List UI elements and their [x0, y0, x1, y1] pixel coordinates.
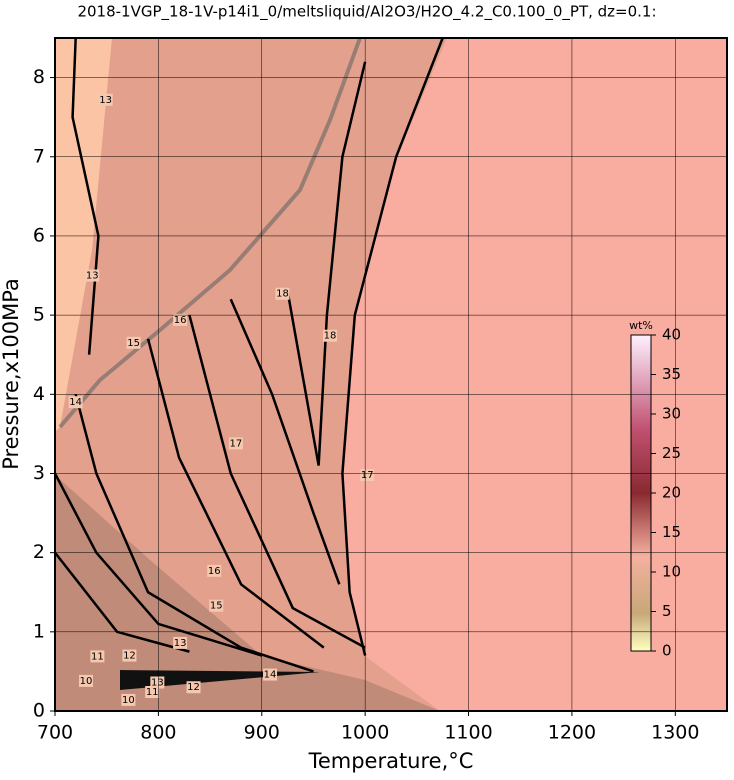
contour-label-box	[121, 693, 136, 706]
colorbar-tick-label: 40	[662, 326, 681, 344]
contour-label-box	[207, 564, 222, 577]
contour-label: 13	[99, 95, 112, 106]
contour-label-box	[173, 636, 188, 649]
contour-label-box	[126, 336, 141, 349]
contour-label: 15	[127, 338, 140, 349]
contour-label-box	[150, 676, 165, 689]
region	[55, 38, 112, 432]
contour-label: 12	[123, 651, 136, 662]
contour-label-box	[79, 674, 94, 687]
contour-label-box	[90, 650, 105, 663]
colorbar	[630, 334, 652, 652]
contour-label: 13	[151, 677, 164, 688]
contour-label-box	[122, 649, 137, 662]
y-tick-label: 7	[33, 145, 45, 167]
colorbar-tick-label: 20	[662, 484, 681, 502]
contour-label-box	[186, 681, 201, 694]
y-tick-label: 3	[33, 462, 45, 484]
contour-label-box	[263, 668, 278, 681]
contour-label: 18	[324, 331, 337, 342]
phase-boundary	[58, 37, 362, 429]
contour-label: 16	[208, 566, 221, 577]
colorbar-tick-label: 35	[662, 365, 681, 383]
colorbar-tick-label: 0	[662, 642, 672, 660]
chart-title: 2018-1VGP_18-1V-p14i1_0/meltsliquid/Al2O…	[77, 3, 656, 22]
colorbar-tick-label: 10	[662, 563, 681, 581]
contour-label: 10	[80, 676, 93, 687]
contour-label-box	[98, 93, 113, 106]
x-tick-label: 1300	[651, 722, 699, 744]
contour-label: 17	[361, 470, 374, 481]
x-tick-label: 800	[140, 722, 176, 744]
contour-label-box	[68, 396, 83, 409]
colorbar-tick-label: 25	[662, 444, 681, 462]
contour-label: 11	[146, 687, 159, 698]
colorbar-tick-label: 15	[662, 523, 681, 541]
contour-label: 13	[86, 271, 99, 282]
contour-label-box	[173, 313, 188, 326]
contour-label: 16	[174, 315, 187, 326]
x-tick-label: 1100	[444, 722, 492, 744]
contour-label-box	[145, 685, 160, 698]
colorbar-label: wt%	[629, 319, 653, 332]
contour-label: 12	[187, 682, 200, 693]
y-tick-label: 8	[33, 66, 45, 88]
y-tick-label: 6	[33, 224, 45, 246]
contour-label-box	[360, 469, 375, 482]
contour-label-box	[228, 437, 243, 450]
contour-label: 14	[69, 397, 82, 408]
y-tick-label: 2	[33, 541, 45, 563]
x-axis-label: Temperature,°C	[308, 749, 474, 773]
contour-line	[74, 393, 314, 673]
contour-label: 18	[276, 289, 289, 300]
contour-line	[146, 338, 325, 649]
contour-line	[229, 298, 341, 585]
region	[55, 475, 440, 711]
contour-line	[53, 472, 263, 657]
y-tick-label: 1	[33, 620, 45, 642]
region	[55, 38, 447, 711]
y-axis-label: Pressure,x100MPa	[0, 278, 23, 470]
contour-label-box	[323, 329, 338, 342]
y-tick-label: 5	[33, 304, 45, 326]
contour-label: 13	[174, 638, 187, 649]
x-tick-label: 1200	[548, 722, 596, 744]
contour-label: 14	[264, 670, 277, 681]
contour-label: 15	[210, 601, 223, 612]
x-tick-label: 700	[37, 722, 73, 744]
contour-label: 10	[122, 695, 135, 706]
contour-label: 11	[91, 651, 104, 662]
x-tick-label: 900	[244, 722, 280, 744]
contour-label: 17	[230, 438, 243, 449]
x-tick-label: 1000	[341, 722, 389, 744]
y-tick-label: 0	[33, 700, 45, 722]
colorbar-tick-label: 30	[662, 405, 681, 423]
contour-label-box	[209, 599, 224, 612]
contour-label-box	[85, 269, 100, 282]
contour-label-box	[275, 287, 290, 300]
colorbar-tick-label: 5	[662, 602, 672, 620]
y-tick-label: 4	[33, 383, 45, 405]
